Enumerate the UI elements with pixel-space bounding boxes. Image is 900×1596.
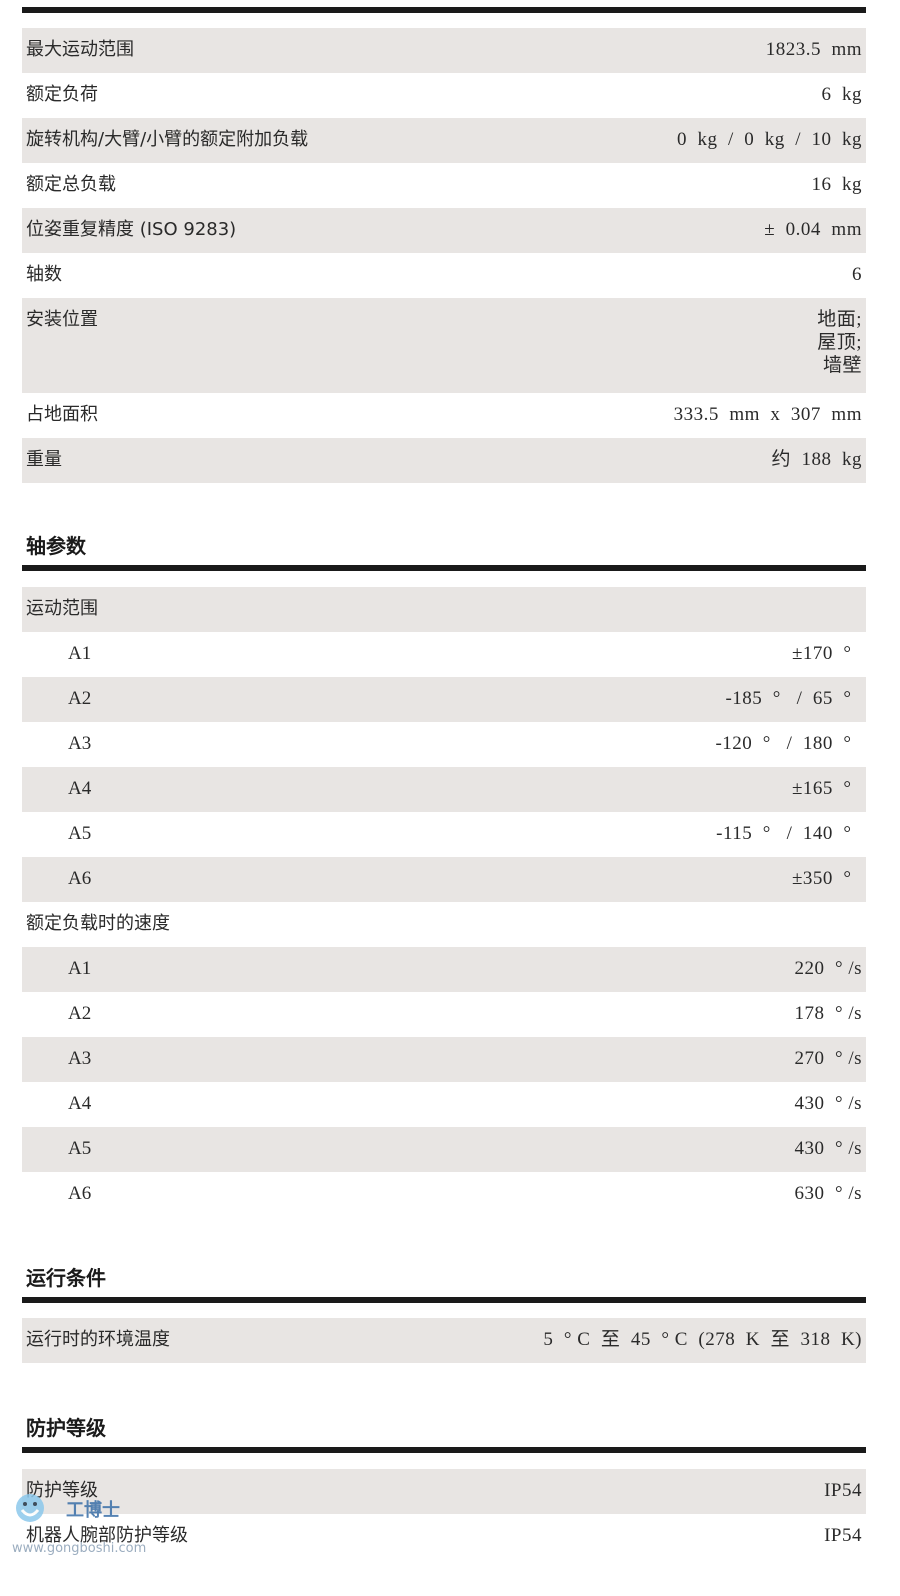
spec-row: A6 630 ° /s bbox=[22, 1172, 866, 1217]
spec-row: A4 ±165 ° bbox=[22, 767, 866, 812]
spec-row: 额定总负载 16 kg bbox=[22, 163, 866, 208]
spec-row: 运动范围 bbox=[22, 587, 866, 632]
general-spec-table: 最大运动范围 1823.5 mm 额定负荷 6 kg 旋转机构/大臂/小臂的额定附加负载… bbox=[22, 28, 866, 483]
spec-label: 机器人腕部防护等级 bbox=[26, 1525, 188, 1546]
spec-label: 额定负载时的速度 bbox=[26, 913, 170, 934]
spec-label: A2 bbox=[68, 688, 92, 709]
spec-label: 最大运动范围 bbox=[26, 39, 134, 60]
spec-row: 重量 约 188 kg bbox=[22, 438, 866, 483]
spec-value: 270 ° /s bbox=[794, 1048, 862, 1069]
spec-label: 防护等级 bbox=[26, 1480, 98, 1501]
spec-value: ±350 ° bbox=[791, 868, 862, 889]
spec-row: A5 -115 ° / 140 ° bbox=[22, 812, 866, 857]
spec-label: A6 bbox=[68, 868, 92, 889]
spec-row: A5 430 ° /s bbox=[22, 1127, 866, 1172]
spec-value: 地面; 屋顶; 墙壁 bbox=[817, 309, 862, 376]
spec-value: 630 ° /s bbox=[794, 1183, 862, 1204]
spec-label: A2 bbox=[68, 1003, 92, 1024]
spec-label: 旋转机构/大臂/小臂的额定附加负载 bbox=[26, 129, 309, 150]
spec-row: 额定负载时的速度 bbox=[22, 902, 866, 947]
axis-section-rule bbox=[22, 565, 866, 571]
spec-label: 占地面积 bbox=[26, 404, 98, 425]
spec-label: A6 bbox=[68, 1183, 92, 1204]
operating-spec-table: 运行时的环境温度 5 ° C 至 45 ° C (278 K 至 318 K) bbox=[22, 1318, 866, 1363]
spec-value: -115 ° / 140 ° bbox=[716, 823, 862, 844]
spec-value: 333.5 mm x 307 mm bbox=[673, 404, 862, 425]
spec-label: A5 bbox=[68, 1138, 92, 1159]
spec-row: 运行时的环境温度 5 ° C 至 45 ° C (278 K 至 318 K) bbox=[22, 1318, 866, 1363]
spec-value: 430 ° /s bbox=[794, 1138, 862, 1159]
spec-value: -185 ° / 65 ° bbox=[725, 688, 862, 709]
spec-row: 额定负荷 6 kg bbox=[22, 73, 866, 118]
svg-text:www.gongboshi.com: www.gongboshi.com bbox=[12, 1541, 146, 1556]
spec-label: A4 bbox=[68, 778, 92, 799]
protection-spec-table: 防护等级 IP54 机器人腕部防护等级 IP54 bbox=[22, 1469, 866, 1559]
spec-value: -120 ° / 180 ° bbox=[715, 733, 862, 754]
spec-value: 5 ° C 至 45 ° C (278 K 至 318 K) bbox=[543, 1329, 862, 1350]
spec-row: 最大运动范围 1823.5 mm bbox=[22, 28, 866, 73]
svg-text:工博士: 工博士 bbox=[66, 1499, 120, 1521]
protection-section-title: 防护等级 bbox=[26, 1416, 106, 1440]
spec-value: ±165 ° bbox=[791, 778, 862, 799]
spec-row: A2 178 ° /s bbox=[22, 992, 866, 1037]
operating-section-rule bbox=[22, 1297, 866, 1303]
spec-label: A1 bbox=[68, 958, 92, 979]
spec-row: A4 430 ° /s bbox=[22, 1082, 866, 1127]
spec-row: A3 -120 ° / 180 ° bbox=[22, 722, 866, 767]
spec-value: 220 ° /s bbox=[794, 958, 862, 979]
spec-value: IP54 bbox=[824, 1525, 862, 1546]
spec-row: 机器人腕部防护等级 IP54 bbox=[22, 1514, 866, 1559]
spec-value: 16 kg bbox=[811, 174, 862, 195]
top-rule bbox=[22, 7, 866, 13]
spec-label: A3 bbox=[68, 733, 92, 754]
spec-row: 旋转机构/大臂/小臂的额定附加负载 0 kg / 0 kg / 10 kg bbox=[22, 118, 866, 163]
spec-value: 1823.5 mm bbox=[765, 39, 862, 60]
spec-label: 位姿重复精度 (ISO 9283) bbox=[26, 219, 237, 240]
spec-label: 运行时的环境温度 bbox=[26, 1329, 170, 1350]
spec-label: A1 bbox=[68, 643, 92, 664]
spec-row: 位姿重复精度 (ISO 9283) ± 0.04 mm bbox=[22, 208, 866, 253]
watermark-logo: 工博士 www.gongboshi.com bbox=[8, 1480, 148, 1560]
spec-value: ±170 ° bbox=[791, 643, 862, 664]
axis-spec-table: 运动范围 A1 ±170 ° A2 -185 ° / 65 ° A3 -120 ° / … bbox=[22, 587, 866, 1217]
spec-label: A5 bbox=[68, 823, 92, 844]
spec-row: 轴数 6 bbox=[22, 253, 866, 298]
protection-section-rule bbox=[22, 1447, 866, 1453]
spec-label: 安装位置 bbox=[26, 309, 98, 330]
spec-row: 占地面积 333.5 mm x 307 mm bbox=[22, 393, 866, 438]
spec-row: A2 -185 ° / 65 ° bbox=[22, 677, 866, 722]
spec-value: 6 kg bbox=[821, 84, 862, 105]
spec-label: 额定总负载 bbox=[26, 174, 116, 195]
spec-label: 运动范围 bbox=[26, 598, 98, 619]
spec-value: 6 bbox=[852, 264, 862, 285]
spec-value: IP54 bbox=[824, 1480, 862, 1501]
spec-label: 重量 bbox=[26, 449, 62, 470]
spec-label: 轴数 bbox=[26, 264, 62, 285]
spec-value: 约 188 kg bbox=[771, 449, 862, 470]
spec-value: 178 ° /s bbox=[794, 1003, 862, 1024]
spec-value: 0 kg / 0 kg / 10 kg bbox=[676, 129, 862, 150]
spec-label: A4 bbox=[68, 1093, 92, 1114]
spec-row: 防护等级 IP54 bbox=[22, 1469, 866, 1514]
spec-label: A3 bbox=[68, 1048, 92, 1069]
operating-section-title: 运行条件 bbox=[26, 1266, 106, 1290]
spec-value: ± 0.04 mm bbox=[764, 219, 862, 240]
spec-value: 430 ° /s bbox=[794, 1093, 862, 1114]
spec-row: A6 ±350 ° bbox=[22, 857, 866, 902]
axis-section-title: 轴参数 bbox=[26, 534, 86, 558]
spec-row: A3 270 ° /s bbox=[22, 1037, 866, 1082]
spec-label: 额定负荷 bbox=[26, 84, 98, 105]
spec-row: A1 ±170 ° bbox=[22, 632, 866, 677]
spec-row: A1 220 ° /s bbox=[22, 947, 866, 992]
spec-row: 安装位置 地面; 屋顶; 墙壁 bbox=[22, 298, 866, 393]
